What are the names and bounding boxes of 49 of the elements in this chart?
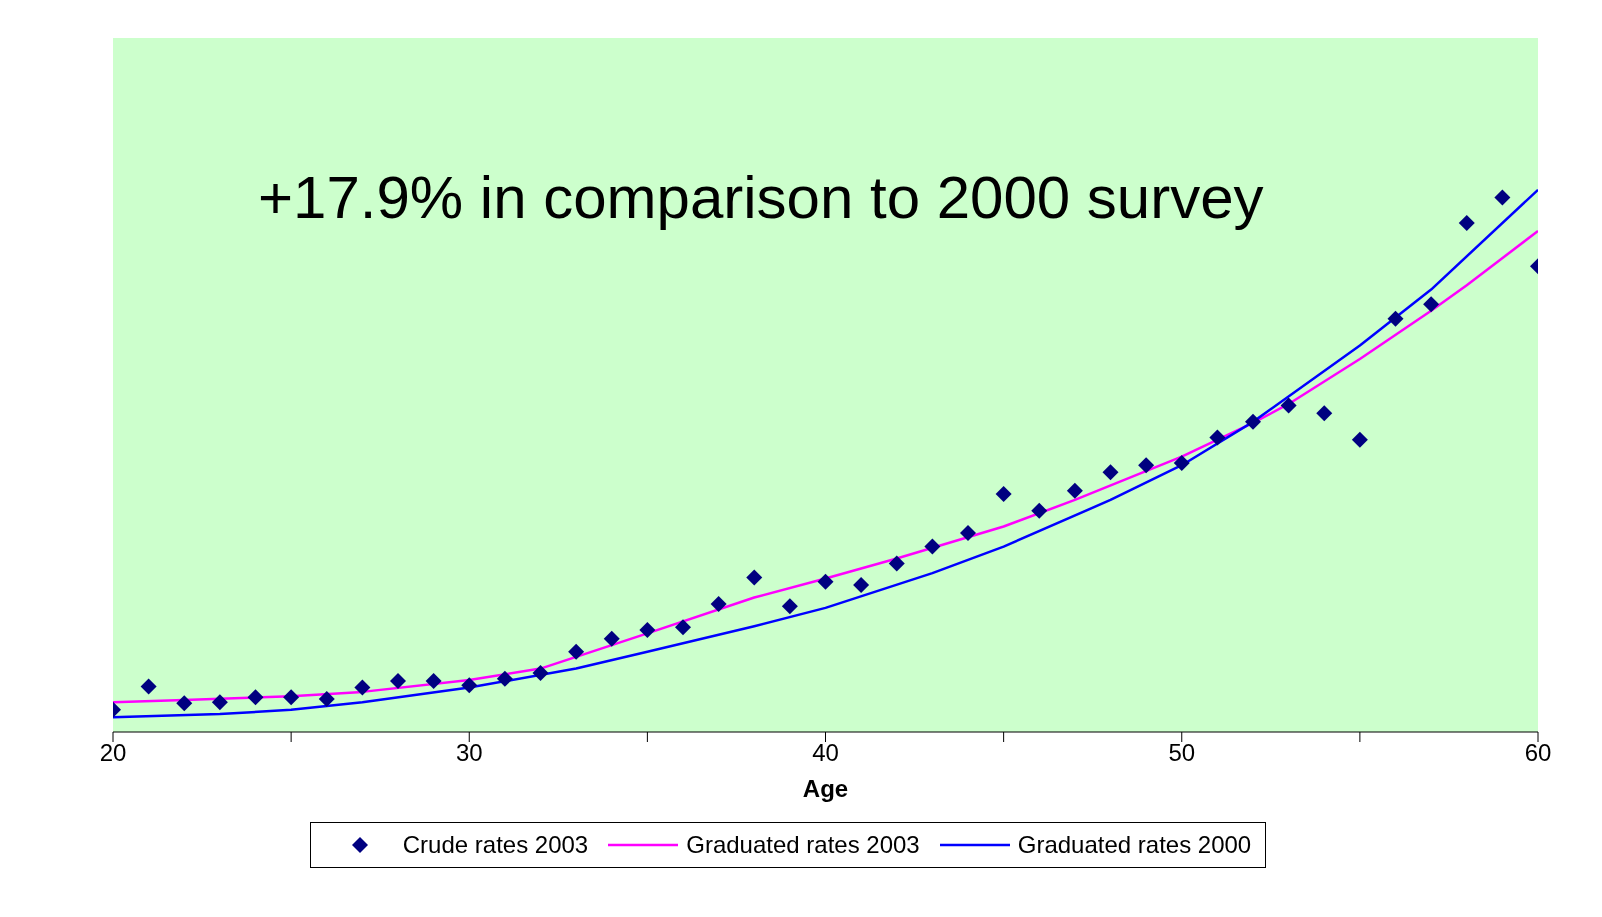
point: [603, 630, 620, 647]
point: [781, 598, 798, 615]
point: [924, 538, 941, 555]
point: [1280, 397, 1297, 414]
legend-label: Graduated rates 2003: [686, 831, 920, 859]
point: [1245, 413, 1261, 430]
annotation: +17.9% in comparison to 2000 survey: [258, 163, 1264, 232]
x-tick-label: 30: [455, 739, 483, 767]
point: [710, 596, 727, 613]
point: [639, 622, 656, 639]
point: [318, 690, 335, 707]
legend-label: Crude rates 2003: [402, 831, 589, 859]
point: [390, 673, 406, 690]
point: [1138, 457, 1155, 474]
point: [1387, 310, 1404, 327]
point: [425, 673, 442, 690]
point: [1066, 482, 1083, 499]
point: [888, 555, 905, 572]
point: [960, 525, 976, 542]
x-tick-label: 60: [1524, 739, 1552, 767]
point: [461, 677, 478, 694]
point: [532, 664, 549, 681]
point: [283, 689, 300, 706]
legend-label: Graduated rates 2000: [1017, 831, 1252, 859]
point: [496, 670, 513, 687]
point: [1209, 429, 1226, 446]
point: [1423, 296, 1440, 313]
point: [746, 569, 763, 586]
x-tick-label: 50: [1168, 739, 1196, 767]
point: [1173, 455, 1190, 472]
x-tick-label: 20: [99, 739, 127, 767]
point: [1102, 464, 1119, 481]
point: [211, 694, 228, 711]
x-tick-label: 40: [812, 739, 839, 767]
point: [1494, 189, 1511, 206]
point: [1458, 214, 1475, 231]
point: [817, 573, 834, 590]
point: [675, 619, 691, 636]
x-axis-title: Age: [802, 775, 849, 803]
point: [1031, 502, 1048, 519]
point: [176, 695, 193, 712]
point: [853, 577, 870, 594]
point: [247, 689, 264, 706]
point: [354, 679, 371, 696]
point: [140, 678, 157, 695]
point: [1316, 405, 1333, 422]
point: [568, 643, 585, 660]
point: [1351, 431, 1368, 448]
point: [995, 485, 1012, 502]
